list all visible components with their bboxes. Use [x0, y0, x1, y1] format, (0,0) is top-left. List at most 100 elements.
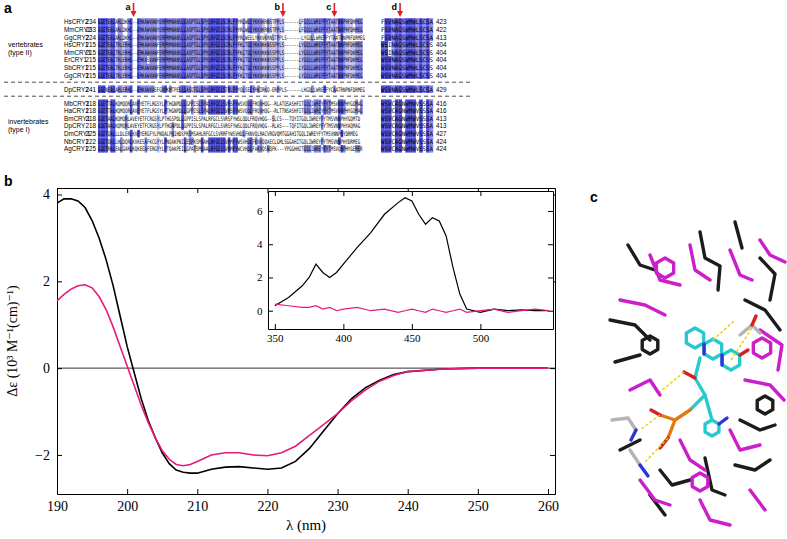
hydrogen-bond — [640, 415, 660, 430]
y-axis-right-tick-mark — [548, 244, 553, 245]
hydrogen-bond — [645, 438, 668, 462]
marker-arrowhead — [131, 11, 137, 17]
plot-marks — [275, 198, 549, 313]
alignment: HsCRY2234GGETEALARLDKHL--ERKAWVANYERPRMN… — [4, 2, 470, 153]
x-axis: 190200210220230240250260 — [47, 489, 559, 514]
sequence-end: 413 — [436, 34, 447, 41]
x-axis-tick-mark — [412, 324, 413, 329]
y-axis-right-line — [555, 189, 556, 495]
marker-label: c — [326, 2, 331, 12]
x-axis-tick-mark — [197, 489, 198, 494]
x-axis-top-tick-mark — [127, 188, 128, 193]
marker-arrow — [133, 3, 135, 12]
x-axis-tick-label: 210 — [187, 499, 208, 514]
x-axis-top-tick — [343, 191, 344, 196]
stick — [705, 420, 719, 436]
x-axis-tick-mark — [267, 489, 268, 494]
panel-label: c — [590, 189, 598, 205]
y-axis-right-tick — [550, 455, 555, 456]
sequence-start: 224 — [85, 34, 96, 41]
inset-background — [268, 191, 553, 329]
stick — [620, 300, 665, 315]
sequence: GGETEALTRLERHL--ERKAWVANFERPRMNANSLLASPT… — [98, 72, 363, 79]
y-axis-tick-mark — [268, 277, 273, 278]
sequence-start: 241 — [85, 86, 96, 93]
stick — [720, 355, 723, 365]
y-axis-tick-mark — [57, 455, 62, 456]
x-axis-tick-label: 500 — [473, 332, 490, 344]
stick — [650, 255, 680, 285]
marker-label: a — [126, 2, 132, 12]
stick — [668, 410, 690, 438]
y-axis-right-tick-mark — [548, 211, 553, 212]
sequence-start: 218 — [85, 115, 96, 122]
marker-arrowhead — [280, 11, 286, 17]
stick — [750, 490, 765, 510]
x-axis-tick: 240 — [398, 489, 419, 514]
sequence: FSVNAGSWMWLSCSA — [381, 34, 433, 41]
y-axis-right-tick — [548, 211, 553, 212]
y-axis-line — [57, 189, 58, 495]
y-axis-tick-label: 4 — [43, 187, 50, 202]
x-axis: 350400450500 — [267, 324, 553, 344]
x-axis-top-line — [269, 191, 554, 192]
x-axis-tick-mark — [275, 324, 276, 329]
stick — [680, 440, 705, 470]
sequence-name: ErCRY1 — [64, 56, 87, 63]
sequence: FSVNAGSWMWLSCSA — [381, 18, 433, 25]
y-axis-right-tick-mark — [550, 455, 555, 456]
sequence-end: 404 — [436, 72, 447, 79]
x-axis-tick-mark — [127, 489, 128, 494]
x-axis-tick: 250 — [468, 489, 489, 514]
sequence: WSVCAGNWMWVSSSA — [381, 107, 433, 114]
marker-arrowhead — [397, 11, 403, 17]
x-axis-top-tick — [275, 191, 276, 196]
y-axis-tick: 4 — [257, 238, 273, 250]
x-axis-top-tick — [127, 188, 128, 193]
x-axis-top-tick — [197, 188, 198, 193]
sequence-end: 424 — [436, 138, 447, 145]
conservation-shading — [98, 18, 433, 152]
x-axis-top-tick-mark — [197, 188, 198, 193]
y-axis: 0246 — [257, 192, 273, 330]
y-axis-right-line — [553, 192, 554, 330]
group-separator — [4, 96, 470, 97]
sequence-start: 215 — [85, 41, 96, 48]
sequence-end: 429 — [436, 86, 447, 93]
x-axis-tick-label: 250 — [468, 499, 489, 514]
stick — [757, 396, 773, 414]
stick — [610, 320, 650, 340]
y-axis-right-tick — [548, 277, 553, 278]
x-axis-tick: 200 — [117, 489, 138, 514]
sequence: GGETEALTRLERHL--ERKAWVANFERPRMNANSLLASPT… — [98, 49, 363, 56]
y-axis-tick: 6 — [257, 205, 273, 217]
sequence: GGETAALKQMQRLAVEYETFCRGSYLPTHGNPDLLGPPIS… — [98, 122, 360, 129]
y-axis-tick: −2 — [35, 448, 62, 463]
sequence-start: 215 — [85, 64, 96, 71]
x-axis-tick: 400 — [336, 324, 353, 344]
sequence-end: 424 — [436, 145, 447, 152]
sequence: WSVCAGNWMWVSSSA — [381, 138, 433, 145]
x-axis-top — [269, 191, 554, 196]
stick — [631, 430, 636, 440]
panel-label: b — [4, 173, 13, 189]
stick — [735, 222, 742, 248]
sequence-end: 423 — [436, 18, 447, 25]
figure: abcHsCRY2234GGETEALARLDKHL--ERKAWVANYERP… — [0, 0, 787, 539]
x-axis-top-tick-mark — [480, 191, 481, 196]
sequence: GGETEALARLDKHL--ERKAWVANYERPRMNANSLLASPT… — [98, 26, 363, 33]
marker-label: b — [274, 2, 280, 12]
stick — [630, 450, 640, 465]
sequence: GGENEALARLERHL--ERKAWVASFGRPKMTPESLLASQT… — [98, 86, 365, 93]
y-axis-tick-mark — [268, 211, 273, 212]
x-axis-tick-label: 190 — [47, 499, 68, 514]
series-line — [275, 198, 549, 313]
sequence-end: 413 — [436, 122, 447, 129]
stick — [690, 358, 705, 410]
y-axis-tick: 4 — [43, 187, 62, 202]
sequence-end: 416 — [436, 107, 447, 114]
sequence-start: 233 — [85, 26, 96, 33]
group-label: (type II) — [8, 49, 32, 57]
marker-arrowhead — [331, 11, 337, 17]
y-axis-tick-label: 0 — [43, 361, 50, 376]
